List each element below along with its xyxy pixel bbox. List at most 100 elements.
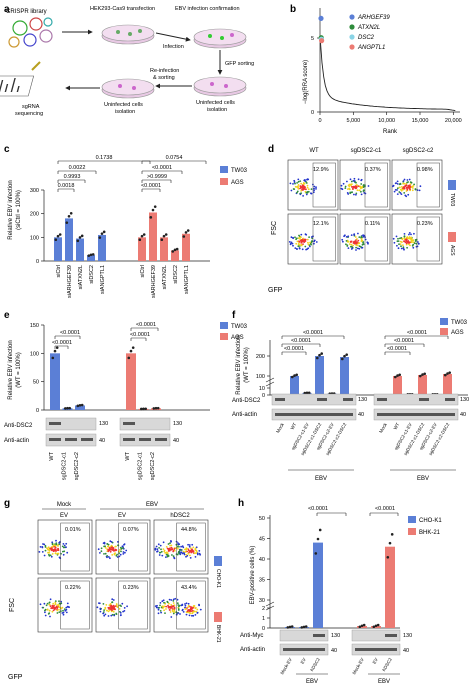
flow-g-1-0-event — [49, 615, 51, 618]
flow-g-1-1-event — [105, 604, 108, 606]
flow-d-1-2-event — [402, 244, 404, 247]
flow-d-1-1-event — [350, 240, 353, 243]
flow-g-1-2-event — [159, 604, 161, 607]
panel-b-xlabel: Rank — [383, 129, 398, 135]
flow-d-1-0-event — [301, 240, 304, 243]
bar-ags-2 — [160, 237, 168, 261]
flow-g-1-2-event — [176, 602, 179, 605]
flow-d-0-0-event — [297, 185, 299, 188]
flow-d-1-1-event — [356, 247, 359, 250]
flow-g-0-0-event — [43, 554, 46, 557]
legend-ags: AGS — [231, 180, 244, 186]
mw-h-40a: 40 — [331, 648, 337, 654]
flow-d-0-1-event — [353, 177, 356, 180]
flow-d-0-0-event — [299, 186, 302, 189]
flow-d-1-2-event — [392, 237, 395, 240]
data-point — [144, 407, 147, 411]
bar-f-ags-1 — [393, 376, 402, 395]
flow-d-1-2-gate — [416, 216, 440, 262]
bar-h-cho-k1-2 — [313, 542, 323, 628]
bar-f-ags-3 — [418, 375, 427, 395]
flow-d-1-1-event — [342, 240, 344, 243]
data-point — [152, 407, 156, 410]
flow-d-0-2-event — [403, 178, 406, 181]
data-point — [314, 552, 318, 555]
pval-f2: <0.0001 — [291, 338, 311, 344]
flow-d-1-0-event — [298, 240, 300, 243]
flow-g-0-2-event — [188, 544, 191, 546]
flow-g-0-1-event — [107, 549, 110, 552]
flow-g-0-0-event — [41, 546, 44, 549]
flow-g-1-0-event — [44, 611, 46, 614]
flow-g-0-0-event — [57, 547, 59, 550]
mw-h-130a: 130 — [331, 633, 340, 639]
data-point — [164, 233, 168, 236]
flow-g-1-2-event — [155, 606, 158, 609]
flow-d-col-c1: sgDSC2-c1 — [351, 148, 382, 154]
flow-d-1-1-event — [358, 245, 361, 248]
panel-b: b −log(RRA score) 0 5 0 5,000 10,000 15,000… — [290, 4, 462, 135]
flow-g-0-2-event — [165, 556, 167, 558]
flow-d-1-2-event — [403, 235, 406, 238]
panel-h-ytick-label: 40 — [259, 557, 265, 563]
flow-g-0-2-event — [158, 547, 161, 549]
data-point — [390, 533, 394, 536]
bar-tw03-2 — [76, 238, 84, 261]
panel-b-axes — [319, 8, 460, 113]
flow-d-0-1-event — [355, 192, 358, 195]
flow-d-0-1-percent: 0.37% — [365, 167, 381, 173]
flow-d-1-0-event — [295, 238, 297, 241]
flow-d-0-0-event — [296, 191, 298, 194]
flow-d-1-1-event — [347, 235, 350, 238]
flow-d-0-0-event — [300, 192, 302, 195]
flow-d-1-1-event — [366, 241, 369, 244]
panel-e-brackets: <0.0001 <0.0001 <0.0001 <0.0001 — [52, 322, 159, 349]
panel-c-bars — [54, 205, 190, 261]
data-point — [372, 625, 376, 629]
flow-d-0-2-event — [411, 189, 414, 192]
flow-g-0-2-event — [165, 553, 168, 556]
flow-g-0-2-event — [162, 541, 165, 544]
lane-label-h: Mock-EV — [351, 657, 364, 675]
flow-d-0-1-gate — [364, 162, 388, 208]
flow-g-1-0-event — [46, 608, 49, 611]
flow-g-1-1-event — [110, 608, 112, 611]
flow-g-0-2-event — [187, 543, 190, 546]
flow-g-0-2-event — [157, 543, 160, 546]
panel-e-legend: TW03 AGS — [220, 322, 248, 341]
flow-g-1-2-event — [163, 601, 165, 604]
flow-d-0-2-event — [405, 184, 408, 187]
flow-g-0-2-event — [190, 549, 193, 552]
pval-c5: 0.0754 — [166, 155, 183, 161]
flow-d-1-1-event — [352, 244, 354, 247]
panel-f-bars — [290, 352, 452, 396]
flow-d-1-0-event — [310, 243, 312, 246]
flow-g-1-2-event — [157, 608, 160, 611]
data-point — [98, 236, 102, 239]
data-point — [398, 373, 402, 377]
mw-f-130a: 130 — [358, 397, 367, 403]
flow-g-0-1-event — [118, 555, 121, 558]
data-point — [68, 406, 71, 410]
flow-d-1-1-event — [358, 242, 361, 245]
data-point — [153, 205, 157, 208]
flow-g-1-0-event — [54, 600, 57, 602]
legend-tw03: TW03 — [231, 168, 248, 174]
flow-g-0-1-event — [103, 545, 105, 548]
panel-h-yticks: 0 1 2 30 35 40 45 50 — [259, 516, 275, 632]
flow-g-0-2-event — [171, 554, 173, 556]
data-point — [288, 625, 292, 629]
data-point — [444, 373, 447, 377]
flow-g-0-2-event — [172, 549, 175, 552]
flow-g-0-2-event — [180, 549, 183, 551]
bar-ags-1 — [149, 212, 157, 261]
flow-g-0-0-event — [58, 541, 61, 544]
data-point — [131, 346, 135, 349]
flow-d-0-0-event — [300, 190, 302, 192]
flow-d-1-0-event — [294, 236, 296, 239]
flow-g-1-1-event — [112, 599, 115, 601]
flow-d-1-1-event — [354, 236, 357, 238]
flow-g-1-2-event — [157, 612, 160, 615]
flow-g-row-cho: CHO-K1 — [215, 569, 221, 588]
flow-d-1-1-event — [360, 238, 363, 240]
